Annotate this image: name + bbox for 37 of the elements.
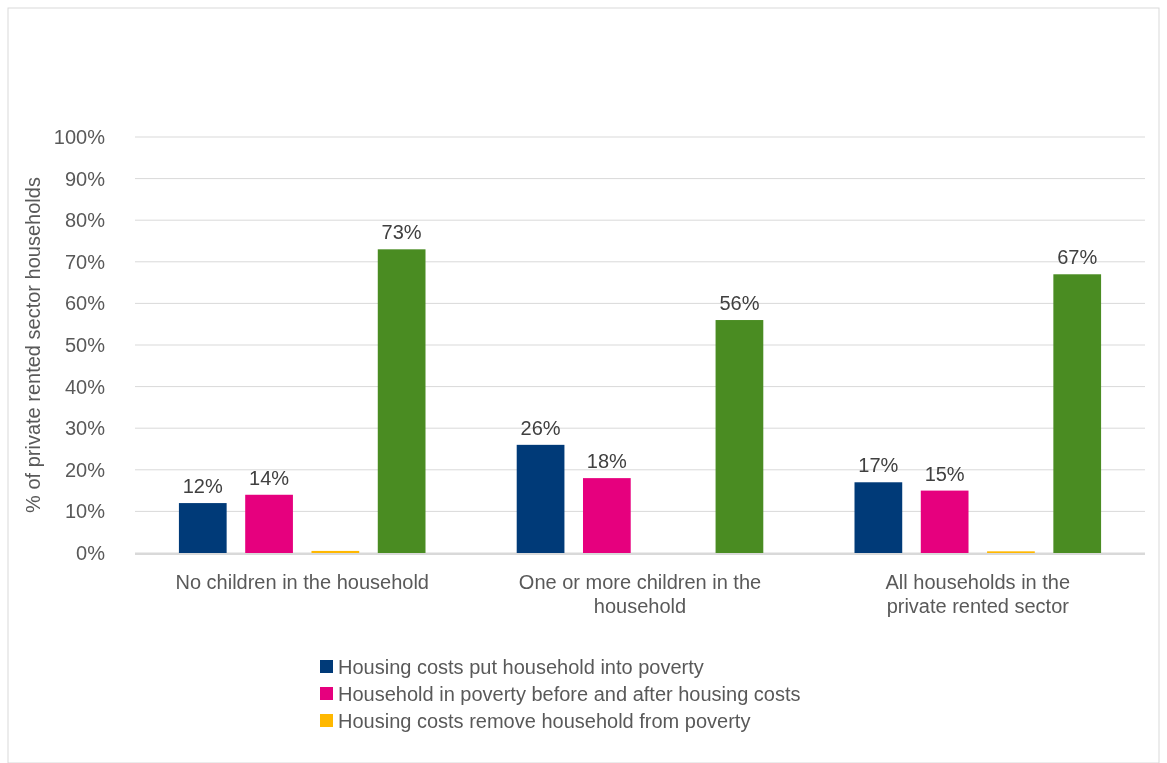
legend-label: Housing costs put household into poverty	[338, 656, 704, 678]
bar	[854, 482, 903, 553]
y-tick-label: 100%	[53, 126, 106, 148]
legend-label: Housing costs remove household from poverty	[338, 710, 751, 732]
bar	[920, 490, 969, 553]
bar	[516, 444, 565, 553]
y-tick-label: 10%	[64, 500, 106, 523]
x-tick-label: One or more children in the household	[518, 571, 762, 617]
data-label: 56%	[719, 292, 760, 315]
data-label: 17%	[858, 454, 899, 477]
data-label: 18%	[586, 450, 628, 473]
data-label: 26%	[520, 416, 561, 439]
y-tick-label: 30%	[64, 417, 106, 440]
legend-label: Household in poverty before and after housing costs	[338, 683, 801, 705]
y-tick-label: 20%	[64, 458, 106, 481]
data-label: 15%	[924, 462, 965, 485]
data-label: 12%	[182, 475, 224, 498]
y-tick-label: 60%	[64, 292, 106, 315]
bar	[582, 478, 631, 553]
bar	[245, 494, 293, 553]
y-tick-label: 0%	[76, 542, 106, 564]
y-tick-label: 80%	[64, 209, 106, 232]
bar	[377, 249, 426, 553]
y-tick-label: 40%	[64, 375, 106, 398]
x-tick-label: All households in the private rented sector	[885, 571, 1071, 617]
bar	[715, 320, 764, 553]
x-tick-label: No children in the household	[175, 571, 429, 593]
data-label: 14%	[249, 466, 290, 489]
y-tick-label: 90%	[64, 167, 106, 190]
bar	[178, 503, 227, 553]
bar	[311, 550, 360, 553]
y-tick-label: 50%	[64, 334, 106, 356]
y-axis-title: % of private rented sector households	[22, 177, 44, 513]
bar	[1053, 274, 1102, 553]
data-label: 67%	[1057, 246, 1098, 269]
data-label: 73%	[381, 221, 422, 244]
y-tick-label: 70%	[64, 250, 106, 273]
